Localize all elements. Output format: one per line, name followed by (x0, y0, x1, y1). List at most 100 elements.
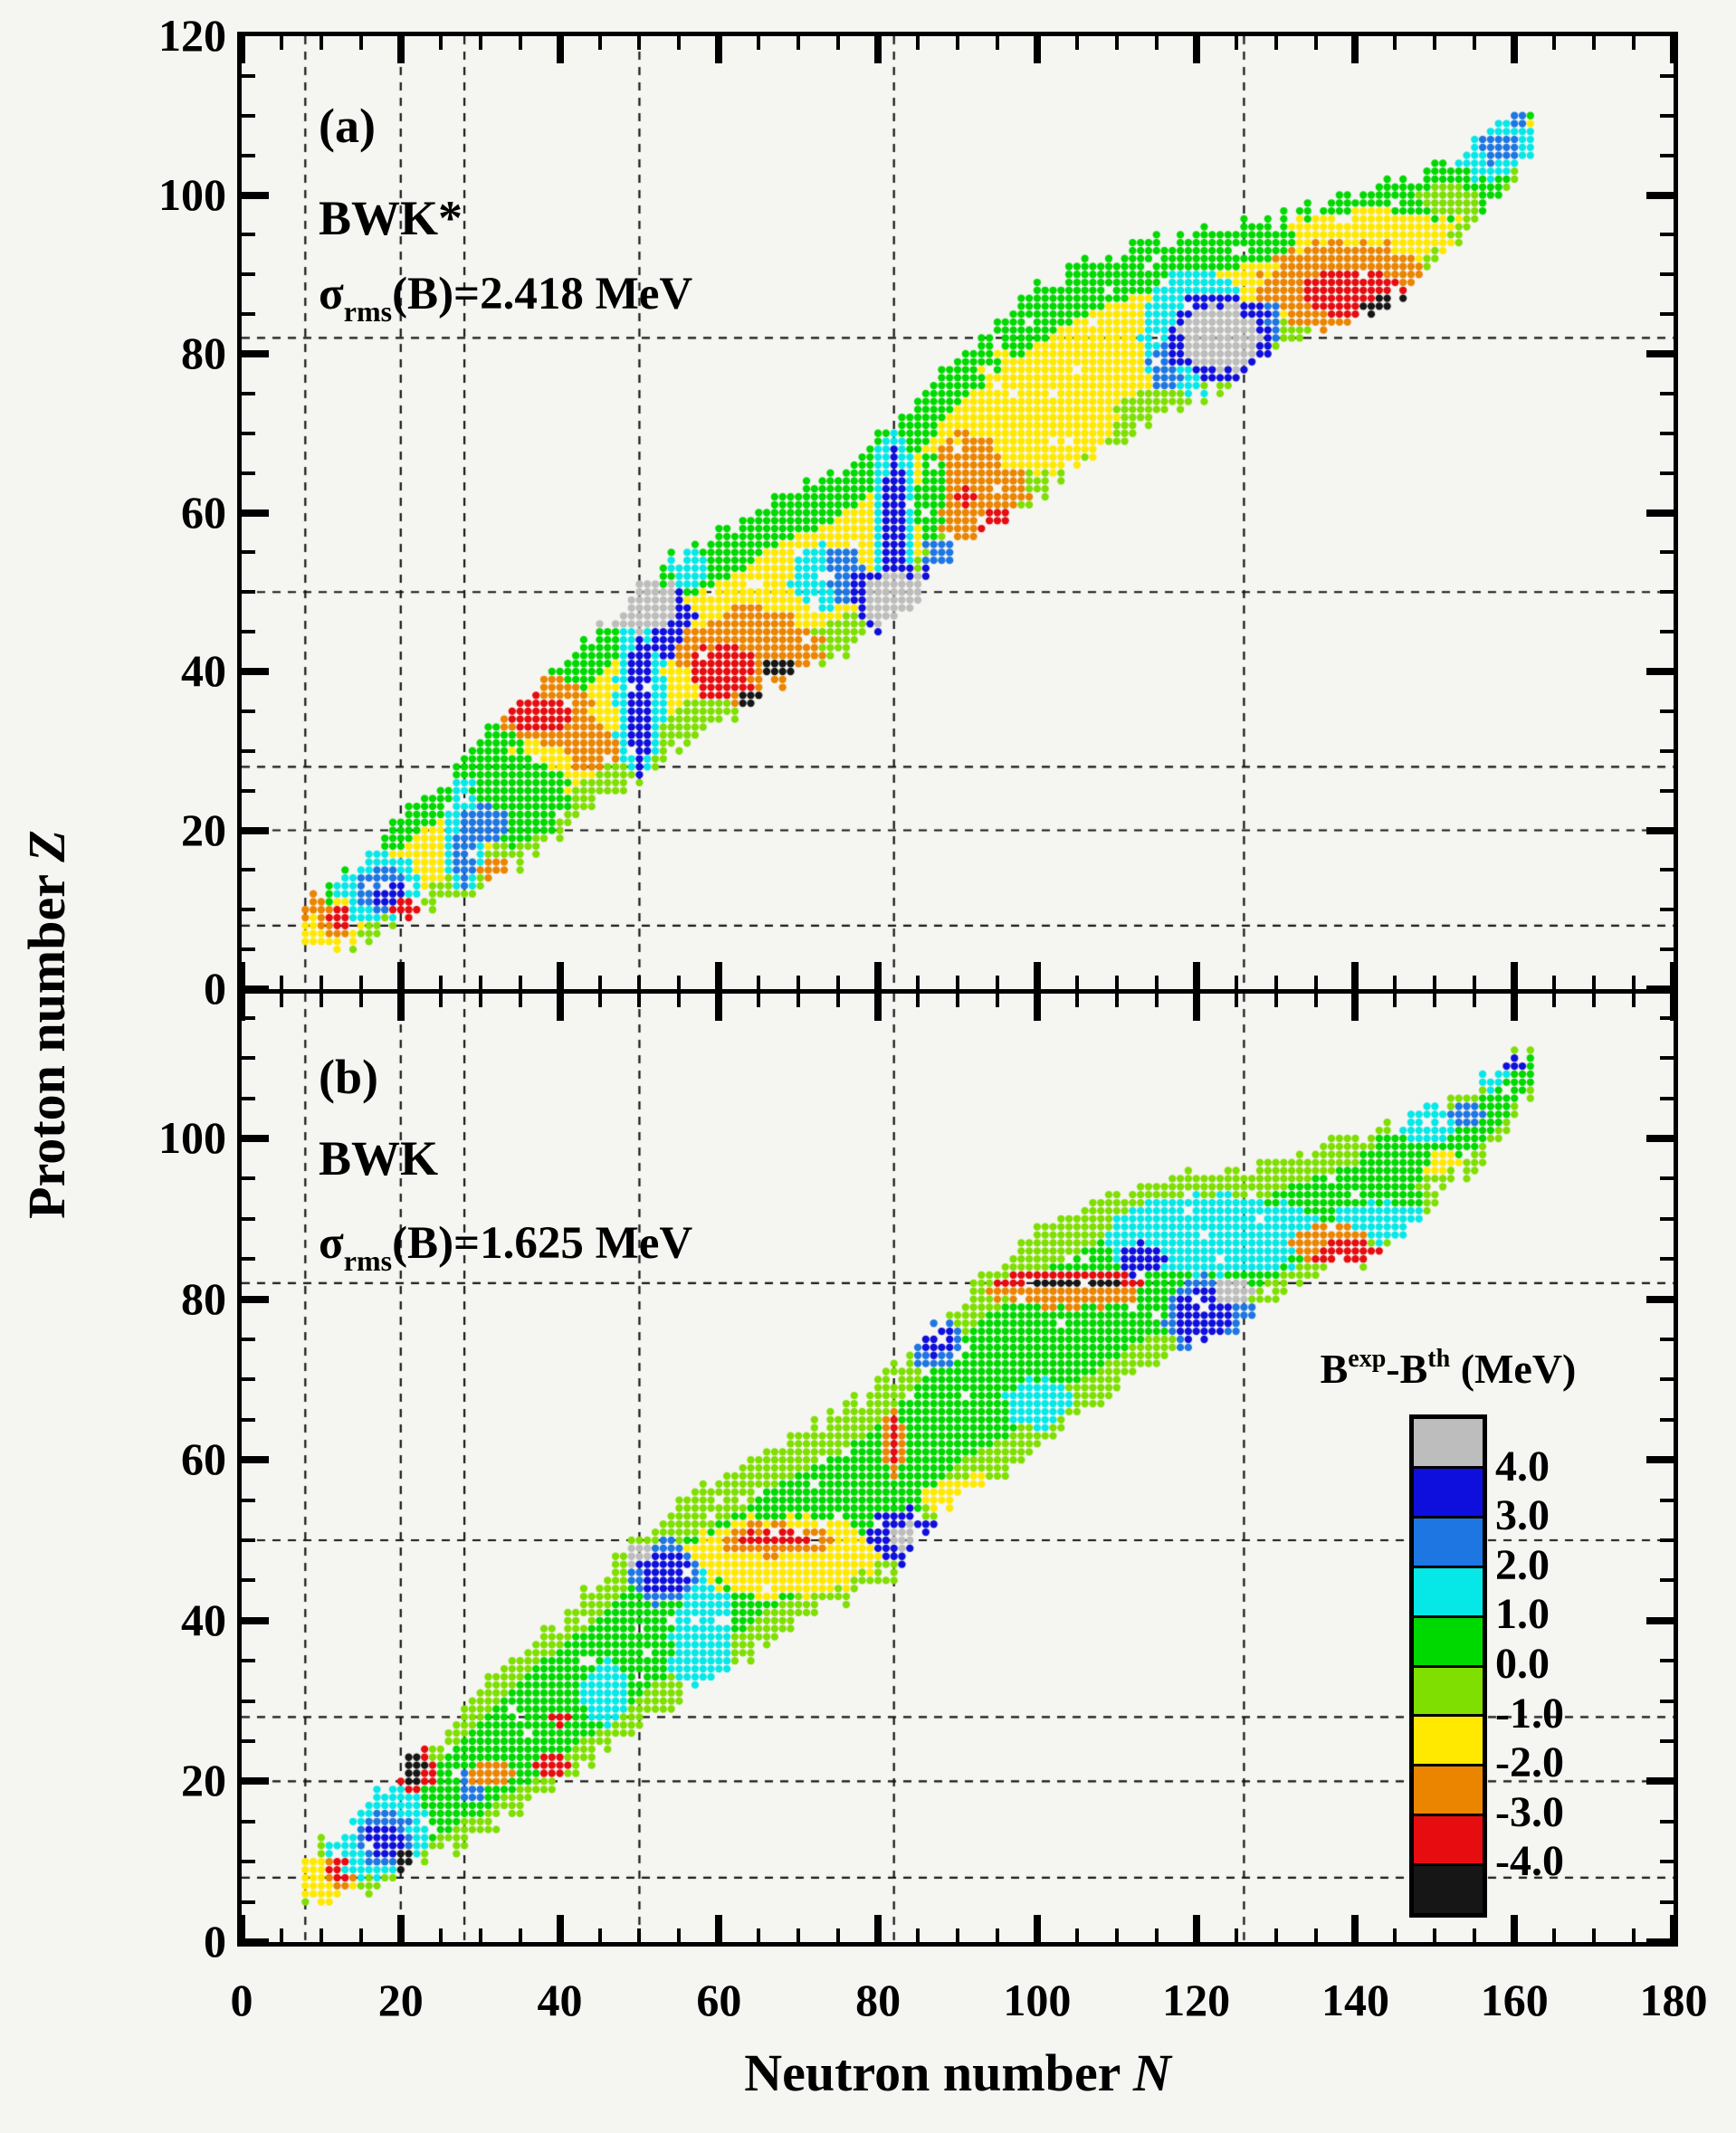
y-tick-minor (1660, 233, 1674, 237)
y-tick-minor (242, 550, 255, 555)
x-axis-title-text: Neutron number (744, 2043, 1133, 2102)
y-tick-minor (242, 630, 255, 634)
y-tick-minor (1660, 1659, 1674, 1663)
y-tick-minor (242, 1257, 255, 1262)
y-tick-minor (242, 947, 255, 952)
y-tick-minor (1660, 1377, 1674, 1382)
x-tick-minor (677, 994, 682, 1007)
x-tick-major (1033, 1915, 1041, 1942)
x-tick-major (1192, 1915, 1200, 1942)
y-tick-minor (1660, 1900, 1674, 1904)
x-tick-minor (279, 1928, 283, 1942)
x-tick-minor (1393, 36, 1397, 50)
x-tick-minor (995, 994, 999, 1007)
colorbar-segment (1414, 1419, 1483, 1466)
x-tick-major (1033, 994, 1041, 1021)
x-tick-minor (1552, 36, 1557, 50)
y-tick-minor (1660, 73, 1674, 78)
y-tick-major (242, 350, 269, 357)
colorbar-boundary-label: 3.0 (1495, 1491, 1550, 1540)
y-tick-minor (242, 471, 255, 475)
y-tick-major (1646, 509, 1674, 517)
x-tick-minor (478, 994, 482, 1007)
y-tick-minor (1660, 709, 1674, 713)
y-tick-major (242, 986, 269, 993)
x-tick-minor (358, 1928, 363, 1942)
x-tick-major (1033, 962, 1041, 989)
x-tick-minor (1074, 976, 1079, 989)
x-tick-major (874, 1915, 882, 1942)
x-tick-major (396, 1915, 405, 1942)
sigma-subscript: rms (343, 295, 393, 328)
y-tick-minor (242, 153, 255, 157)
y-tick-minor (1660, 272, 1674, 277)
x-tick-label: 160 (1480, 1975, 1549, 2025)
y-tick-major (1646, 1456, 1674, 1464)
x-tick-label: 20 (377, 1975, 424, 2025)
x-tick-minor (956, 1928, 959, 1942)
x-tick-minor (916, 36, 920, 50)
x-tick-minor (319, 976, 323, 989)
colorbar-boundary-label: 2.0 (1495, 1540, 1550, 1589)
x-tick-minor (995, 36, 999, 50)
colorbar-boundary-label: -4.0 (1495, 1837, 1564, 1886)
y-tick-minor (242, 1176, 255, 1181)
x-tick-major (1670, 1915, 1677, 1942)
x-tick-minor (1433, 1928, 1437, 1942)
x-tick-minor (677, 36, 682, 50)
x-tick-minor (1154, 36, 1159, 50)
x-tick-minor (597, 994, 602, 1007)
y-tick-major (1646, 986, 1674, 993)
x-tick-major (874, 36, 882, 63)
x-tick-minor (1154, 994, 1159, 1007)
colorbar-title-exp: exp (1348, 1345, 1387, 1373)
x-tick-minor (757, 36, 761, 50)
panel-b-frame (237, 989, 1678, 1947)
y-tick-minor (1660, 550, 1674, 555)
colorbar-title: Bexp-Bth (MeV) (1276, 1347, 1620, 1390)
x-tick-minor (1074, 994, 1079, 1007)
y-tick-minor (1660, 788, 1674, 793)
x-tick-minor (796, 994, 801, 1007)
x-tick-minor (916, 976, 920, 989)
y-tick-major (1646, 1777, 1674, 1785)
y-tick-minor (1660, 908, 1674, 912)
colorbar-segment (1414, 1866, 1483, 1914)
x-tick-major (396, 962, 405, 989)
panel-b-model-label: BWK (319, 1134, 438, 1183)
y-tick-minor (1660, 1699, 1674, 1703)
x-tick-major (1351, 994, 1359, 1021)
x-tick-major (556, 36, 564, 63)
x-tick-major (715, 994, 723, 1021)
x-tick-minor (1074, 36, 1079, 50)
x-tick-minor (1273, 976, 1278, 989)
sigma-symbol: σ (319, 269, 344, 319)
x-tick-minor (796, 976, 801, 989)
y-tick-minor (242, 788, 255, 793)
y-tick-minor (242, 590, 255, 595)
x-tick-major (1511, 962, 1519, 989)
x-tick-major (715, 962, 723, 989)
y-tick-minor (1660, 1096, 1674, 1100)
x-tick-minor (1154, 976, 1159, 989)
sigma-value-text: (B)=1.625 MeV (392, 1218, 693, 1269)
x-tick-major (715, 1915, 723, 1942)
x-tick-major (1351, 1915, 1359, 1942)
colorbar-boundary-label: -2.0 (1495, 1738, 1564, 1787)
x-tick-minor (956, 36, 959, 50)
y-tick-minor (242, 391, 255, 395)
x-tick-label: 100 (1003, 1975, 1072, 2025)
y-tick-label-panel-a: 20 (181, 804, 226, 855)
x-tick-major (1511, 36, 1519, 63)
x-tick-minor (1114, 1928, 1119, 1942)
x-tick-label: 120 (1162, 1975, 1231, 2025)
x-tick-minor (1393, 1928, 1397, 1942)
y-tick-major (1646, 826, 1674, 834)
x-tick-minor (1592, 36, 1597, 50)
colorbar-segment (1414, 1816, 1483, 1864)
x-tick-minor (1552, 976, 1557, 989)
y-tick-minor (242, 1015, 255, 1020)
y-tick-major (242, 1295, 269, 1303)
x-tick-minor (836, 36, 841, 50)
